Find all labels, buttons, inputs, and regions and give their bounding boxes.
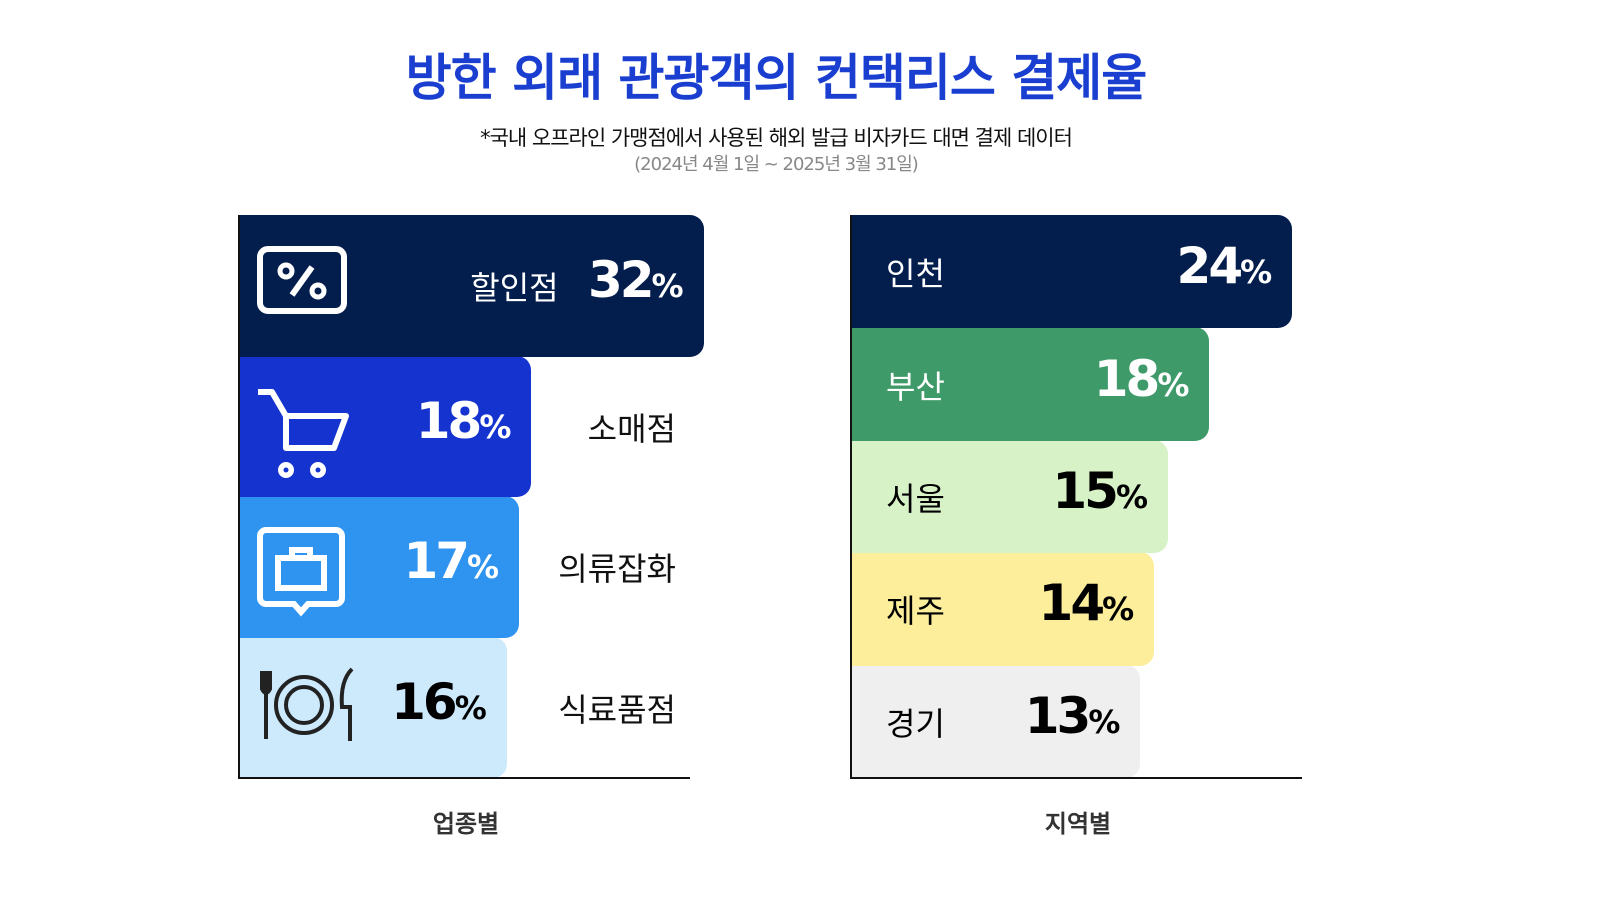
category-label: 식료품점 (558, 690, 676, 729)
bar (852, 215, 1293, 329)
bar (852, 664, 1141, 778)
value-number: 18 (1093, 349, 1161, 408)
category-label: 경기 (886, 704, 945, 743)
data-label: 14% (852, 574, 1135, 633)
value-unit: % (1115, 478, 1148, 516)
data-label: 18% (852, 349, 1190, 408)
x-axis-line (850, 777, 1302, 779)
value-number: 15 (1052, 462, 1119, 520)
chart-title: 방한 외래 관광객의 컨택리스 결제율 (405, 49, 1148, 107)
data-label: 24% (852, 237, 1273, 296)
shopping-cart-icon (256, 386, 352, 486)
value-number: 14 (1038, 574, 1106, 633)
value-number: 16 (391, 672, 458, 731)
value-unit: % (1240, 253, 1273, 292)
infographic-page: 방한 외래 관광객의 컨택리스 결제율 *국내 오프라인 가맹점에서 사용된 해… (238, 49, 1302, 838)
bar (852, 552, 1155, 666)
value-unit: % (1088, 702, 1121, 741)
category-label: 소매점 (587, 409, 676, 448)
data-label: 16% (240, 673, 487, 731)
category-label: 의류잡화 (558, 550, 676, 589)
value-unit: % (479, 407, 512, 446)
data-period: (2024년 4월 1일 ~ 2025년 3월 31일) (634, 154, 919, 175)
bar (240, 496, 520, 638)
value-number: 32 (587, 251, 655, 310)
value-unit: % (651, 267, 684, 306)
data-label: 32% (240, 251, 684, 309)
value-unit: % (1157, 365, 1190, 404)
data-label: 13% (852, 686, 1121, 745)
value-number: 18 (415, 391, 483, 450)
data-label: 18% (240, 391, 512, 450)
chart-subtitle: *국내 오프라인 가맹점에서 사용된 해외 발급 비자카드 대면 결제 데이터 (480, 126, 1073, 150)
bar (852, 327, 1210, 441)
x-axis-title: 지역별 (1044, 810, 1112, 838)
y-axis-line (850, 215, 852, 779)
category-label: 부산 (886, 367, 945, 406)
shopping-bag-icon (256, 526, 346, 626)
discount-tag-icon (256, 245, 348, 319)
x-axis-title: 업종별 (432, 810, 500, 838)
value-unit: % (454, 688, 487, 727)
category-label: 할인점 (470, 269, 559, 308)
category-label: 인천 (886, 255, 945, 294)
dining-icon (256, 667, 356, 747)
category-label: 제주 (886, 592, 945, 631)
bar (852, 439, 1168, 554)
data-label: 17% (240, 532, 499, 590)
value-unit: % (467, 548, 500, 587)
y-axis-line (238, 215, 240, 779)
data-label: 15% (852, 462, 1148, 520)
value-number: 17 (403, 532, 470, 591)
value-number: 13 (1024, 686, 1092, 745)
category-label: 서울 (886, 480, 945, 518)
value-unit: % (1102, 590, 1135, 629)
x-axis-line (238, 777, 690, 779)
value-number: 24 (1176, 237, 1244, 296)
